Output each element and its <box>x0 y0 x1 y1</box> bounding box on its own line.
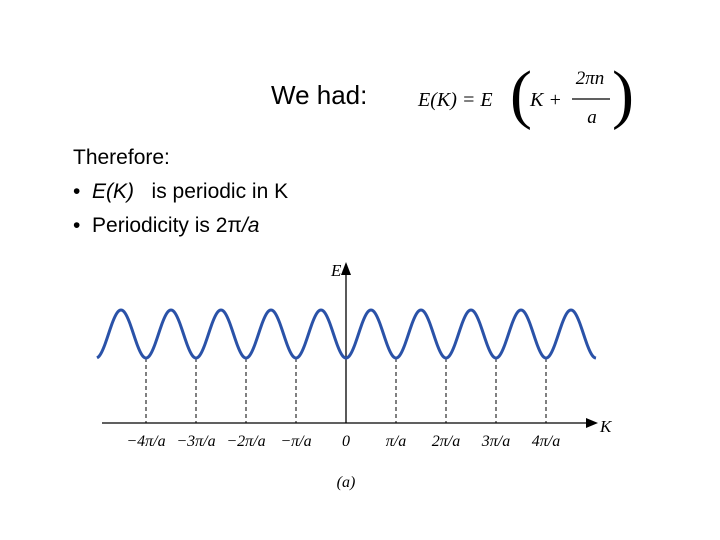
paren-right: ) <box>612 58 634 131</box>
k-tick-label: 0 <box>342 433 350 450</box>
band-curve <box>96 308 597 360</box>
k-tick-label: π/a <box>386 433 406 450</box>
k-tick-label: −π/a <box>280 433 311 450</box>
k-tick-label: 2π/a <box>432 433 460 450</box>
bullet: • Periodicity is 2π/a <box>73 214 260 237</box>
formula-denominator: a <box>587 107 597 128</box>
formula-lhs: E(K) = E <box>417 89 493 111</box>
bullet: • E(K) is periodic in K <box>73 180 289 203</box>
k-tick-label: 3π/a <box>481 433 510 450</box>
caption: (a) <box>337 474 356 491</box>
bullet-math: /a <box>241 214 260 237</box>
k-axis-label: K <box>599 417 613 436</box>
lead-text: We had: <box>271 80 368 110</box>
e-axis-label: E <box>330 261 342 280</box>
bullet-text: is periodic in K <box>151 180 289 203</box>
band-diagram: E K (a) −4π/a −3π/a −2π/a −π/a 0 π/a 2π/a 3π/a 4… <box>96 261 613 491</box>
formula-inner: K + <box>529 89 562 111</box>
intro-text: Therefore: <box>73 146 170 169</box>
k-tick-label: −2π/a <box>226 433 265 450</box>
k-tick-label: −4π/a <box>126 433 165 450</box>
k-tick-label: −3π/a <box>176 433 215 450</box>
bullet-math: E(K) <box>92 180 135 203</box>
k-tick-label: 4π/a <box>532 433 560 450</box>
paren-left: ( <box>510 58 532 131</box>
k-arrow <box>586 418 598 428</box>
formula-numerator: 2πn <box>576 68 605 89</box>
bullet-text: Periodicity is 2π <box>92 214 242 237</box>
e-arrow <box>341 262 351 275</box>
